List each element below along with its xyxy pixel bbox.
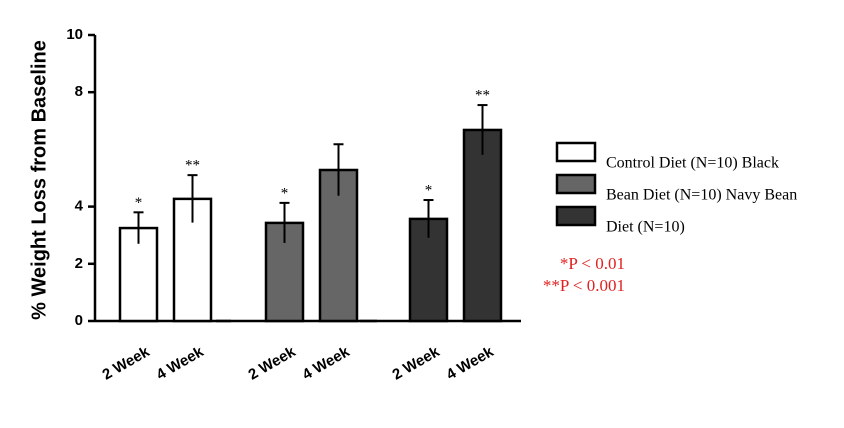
- y-axis-label: % Weight Loss from Baseline: [28, 40, 50, 320]
- y-tick-label: 10: [66, 26, 83, 43]
- x-tick-label: 2 Week: [389, 343, 443, 384]
- x-tick-label: 4 Week: [299, 343, 353, 384]
- y-tick-label: 2: [75, 255, 83, 272]
- significance: **: [185, 158, 200, 174]
- annotation: **P < 0.001: [543, 276, 625, 295]
- legend-label: Bean Diet (N=10) Navy Bean: [606, 187, 797, 204]
- y-tick-label: 0: [75, 312, 83, 329]
- legend-label: Diet (N=10): [606, 219, 685, 236]
- significance: *: [425, 182, 433, 198]
- y-tick-label: 4: [75, 198, 84, 215]
- legend-label: Control Diet (N=10) Black: [606, 155, 779, 172]
- legend-swatch: [555, 173, 597, 195]
- x-tick-label: 4 Week: [443, 343, 497, 384]
- x-tick-label: 2 Week: [99, 343, 153, 384]
- legend-swatch: [555, 141, 597, 163]
- significance: **: [475, 88, 490, 104]
- bar: [462, 128, 503, 323]
- legend-swatch: [555, 205, 597, 227]
- significance: *: [281, 185, 289, 201]
- y-tick-label: 8: [75, 83, 83, 100]
- significance: *: [135, 195, 143, 211]
- x-tick-label: 2 Week: [245, 343, 299, 384]
- annotation: *P < 0.01: [560, 254, 625, 273]
- x-tick-label: 4 Week: [153, 343, 207, 384]
